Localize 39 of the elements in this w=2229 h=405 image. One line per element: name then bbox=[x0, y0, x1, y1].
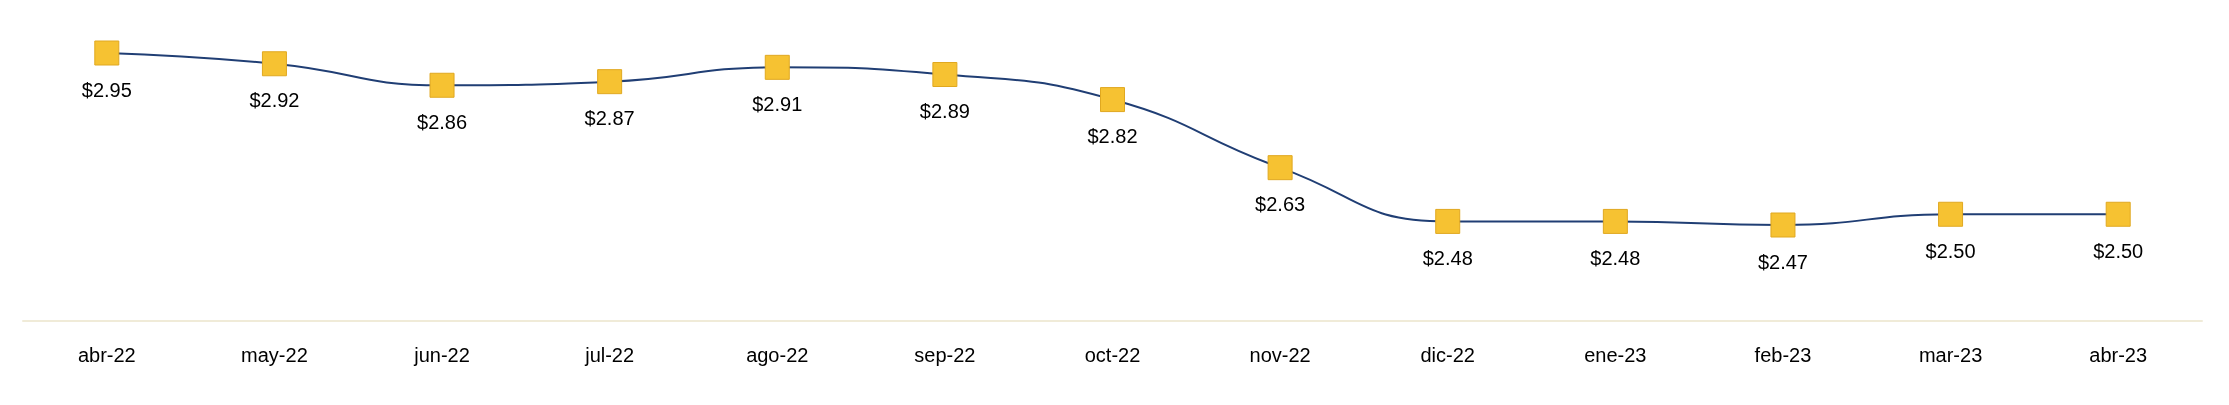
point bbox=[429, 72, 455, 98]
point bbox=[261, 51, 287, 77]
point bbox=[932, 62, 958, 87]
data-label: $2.50 bbox=[2093, 239, 2144, 262]
data-label: $2.82 bbox=[1087, 125, 1138, 148]
data-label: $2.87 bbox=[584, 107, 635, 130]
point bbox=[1602, 208, 1628, 234]
x-tick-label: may-22 bbox=[241, 344, 308, 366]
x-tick-label: nov-22 bbox=[1249, 344, 1311, 366]
x-tick-label: jul-22 bbox=[584, 344, 635, 366]
x-tick-label: sep-22 bbox=[914, 344, 976, 366]
data-label: $2.50 bbox=[1925, 239, 1976, 262]
data-label: $2.48 bbox=[1590, 246, 1641, 269]
point bbox=[764, 54, 790, 80]
point bbox=[1435, 208, 1461, 234]
point bbox=[94, 40, 120, 66]
x-tick-label: jun-22 bbox=[413, 344, 470, 366]
data-label: $2.63 bbox=[1255, 193, 1306, 216]
x-tick-label: abr-22 bbox=[77, 344, 136, 366]
point bbox=[1938, 201, 1964, 227]
point bbox=[597, 69, 623, 95]
data-label: $2.47 bbox=[1757, 250, 1808, 273]
point bbox=[2105, 201, 2131, 227]
data-label: $2.86 bbox=[417, 110, 468, 133]
data-label: $2.48 bbox=[1422, 246, 1473, 269]
data-label: $2.92 bbox=[249, 89, 300, 112]
x-tick-label: abr-23 bbox=[2089, 344, 2148, 366]
data-label: $2.95 bbox=[81, 78, 132, 101]
x-tick-label: mar-23 bbox=[1918, 344, 1983, 366]
point bbox=[1770, 212, 1796, 238]
x-tick-label: oct-22 bbox=[1084, 344, 1141, 366]
x-tick-label: feb-23 bbox=[1754, 344, 1812, 366]
data-label: $2.91 bbox=[752, 92, 803, 115]
x-tick-label: ene-23 bbox=[1584, 344, 1647, 366]
x-tick-label: ago-22 bbox=[746, 344, 809, 366]
point bbox=[1100, 87, 1125, 113]
x-tick-label: dic-22 bbox=[1420, 344, 1475, 366]
point bbox=[1267, 155, 1293, 181]
data-label: $2.89 bbox=[919, 100, 970, 122]
